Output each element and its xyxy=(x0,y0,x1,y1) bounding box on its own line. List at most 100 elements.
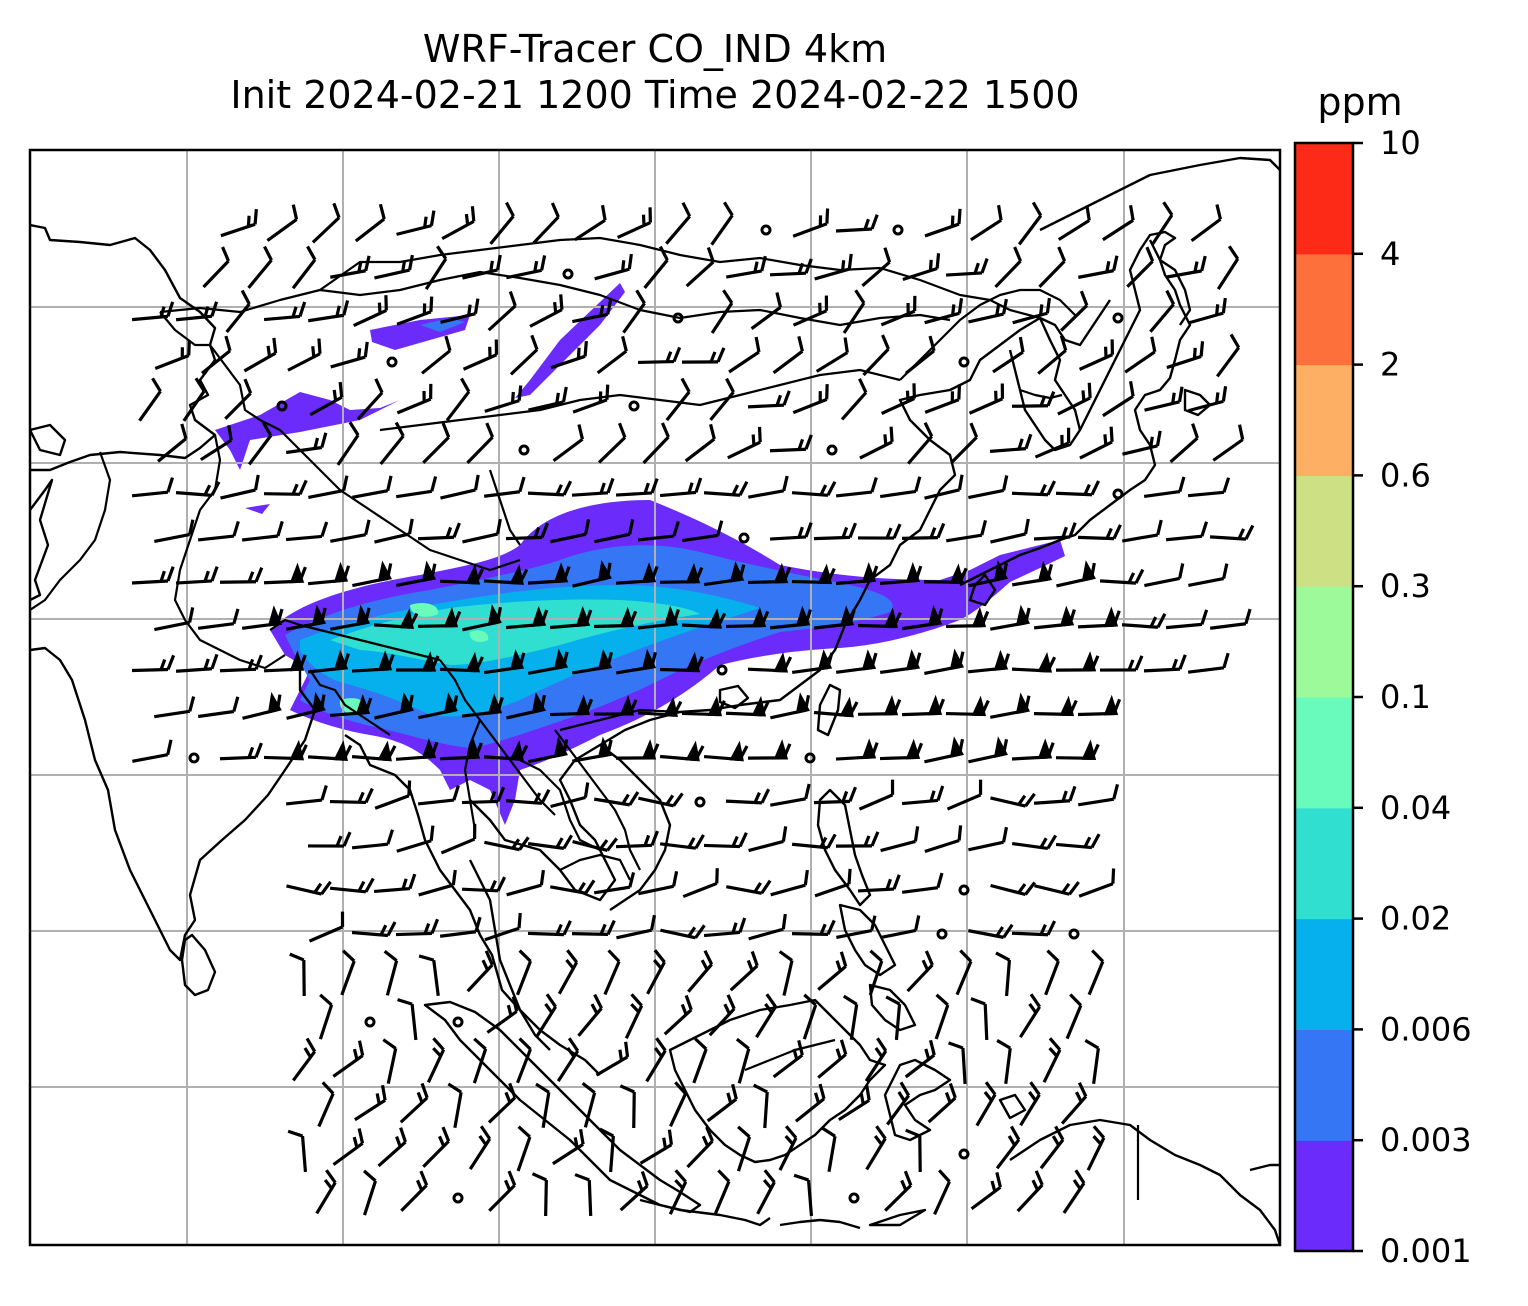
coastline-moluccas xyxy=(998,1093,1027,1120)
wind-barb xyxy=(422,1126,451,1168)
wind-barb xyxy=(154,607,195,632)
wind-barb xyxy=(1149,289,1176,333)
wind-barb xyxy=(858,779,895,811)
wind-barb xyxy=(1056,560,1096,588)
wind-barb xyxy=(462,339,499,371)
wind-barb xyxy=(747,475,789,499)
wind-barb xyxy=(383,949,399,996)
wind-barb xyxy=(840,378,868,421)
wind-barb xyxy=(447,1082,463,1129)
calm-marker xyxy=(738,532,750,544)
wind-barb xyxy=(995,951,1012,997)
wind-barb xyxy=(967,649,1011,674)
wind-barb xyxy=(549,605,593,630)
wind-barb xyxy=(681,347,726,364)
wind-barb xyxy=(1190,204,1223,243)
wind-barb xyxy=(1122,430,1162,456)
wind-barb xyxy=(709,377,735,421)
wind-barb xyxy=(769,522,813,541)
wind-barb xyxy=(399,1082,429,1124)
wind-barb xyxy=(769,434,813,453)
wind-barb xyxy=(595,1041,630,1077)
calm-marker xyxy=(1112,488,1124,500)
wind-barb xyxy=(725,606,770,629)
wind-barb xyxy=(1084,1038,1100,1085)
wind-barb xyxy=(287,338,322,372)
wind-barb xyxy=(637,346,682,365)
wind-barb xyxy=(1166,341,1205,370)
wind-barb xyxy=(990,692,1031,719)
wind-barb xyxy=(1060,1082,1088,1125)
colorbar-swatch xyxy=(1295,697,1353,809)
wind-barb xyxy=(396,825,435,853)
wind-barb xyxy=(505,789,551,805)
wind-barb xyxy=(968,736,1009,764)
wind-barb xyxy=(1011,738,1055,761)
wind-barb xyxy=(153,696,196,719)
wind-barb xyxy=(1044,949,1060,996)
wind-barb xyxy=(994,246,1022,289)
calm-marker xyxy=(694,796,706,808)
wind-barb xyxy=(681,608,727,629)
wind-barb xyxy=(308,911,345,943)
colorbar-swatch xyxy=(1295,807,1353,920)
wind-barbs xyxy=(131,201,1255,1217)
wind-barb xyxy=(597,422,627,464)
wind-barb xyxy=(639,1129,674,1165)
wind-barb xyxy=(531,1172,548,1217)
wind-barb xyxy=(687,949,714,993)
wind-barb xyxy=(769,258,813,277)
wind-barb xyxy=(487,1082,517,1124)
wind-barb xyxy=(417,606,462,628)
wind-barb xyxy=(1144,386,1184,412)
calm-marker xyxy=(276,400,288,412)
wind-barb xyxy=(968,923,1014,939)
wind-barb xyxy=(1055,739,1100,760)
wind-barb xyxy=(154,340,191,371)
wind-barb xyxy=(770,869,809,897)
wind-barb xyxy=(532,202,560,245)
wind-barb xyxy=(802,993,818,1040)
colorbar-tick-label: 0.006 xyxy=(1380,1010,1472,1048)
wind-barb xyxy=(945,520,988,543)
calm-marker xyxy=(1112,312,1124,324)
wind-barb xyxy=(813,696,859,718)
wind-barb xyxy=(287,1129,308,1173)
border-nepal xyxy=(269,618,441,662)
wind-barb xyxy=(440,823,477,855)
wind-barb xyxy=(861,247,892,288)
map-title: WRF-Tracer CO_IND 4km Init 2024-02-21 12… xyxy=(30,26,1280,118)
wind-barb xyxy=(880,915,921,940)
wind-barb xyxy=(904,335,936,375)
wind-barb xyxy=(645,1037,667,1083)
wind-barb xyxy=(247,421,273,466)
wind-barb xyxy=(703,561,746,587)
wind-barb xyxy=(1102,380,1135,418)
wind-barb xyxy=(990,518,1030,544)
wind-barb xyxy=(1216,245,1240,290)
wind-barb xyxy=(486,996,519,1034)
wind-barb xyxy=(1188,297,1227,325)
coastline-hokkaido xyxy=(1183,388,1212,417)
wind-barb xyxy=(572,559,612,588)
wind-barb xyxy=(263,739,308,761)
wind-barb xyxy=(1055,833,1101,850)
wind-barb xyxy=(646,949,666,995)
wind-barb xyxy=(703,832,748,849)
wind-barb xyxy=(516,1037,532,1084)
wind-barb xyxy=(990,604,1031,631)
wind-barb xyxy=(574,204,607,242)
wind-barb xyxy=(577,993,603,1037)
calm-marker xyxy=(760,224,772,236)
wind-barb xyxy=(549,694,594,717)
wind-barb xyxy=(131,654,176,673)
wind-barb xyxy=(933,1169,951,1216)
wind-barb xyxy=(557,949,579,995)
wind-barb xyxy=(307,831,352,848)
wind-barb xyxy=(483,564,529,585)
wind-barb xyxy=(354,1084,387,1122)
calm-marker xyxy=(188,752,200,764)
wind-barb xyxy=(131,566,175,585)
wind-barb xyxy=(945,258,989,277)
wind-barb xyxy=(197,696,240,719)
